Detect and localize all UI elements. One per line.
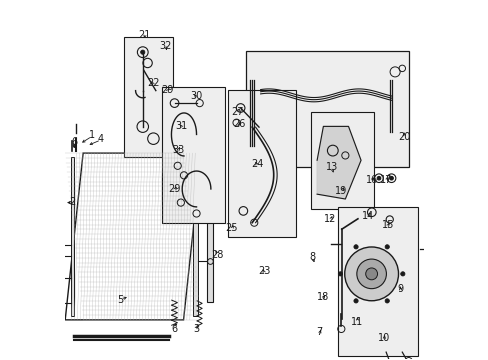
Bar xyxy=(310,112,373,209)
Bar xyxy=(70,157,74,316)
Text: 13: 13 xyxy=(325,162,338,172)
Circle shape xyxy=(384,299,388,303)
Text: 3: 3 xyxy=(193,324,199,334)
Text: 11: 11 xyxy=(350,317,363,327)
Text: 29: 29 xyxy=(168,184,181,194)
Text: 15: 15 xyxy=(381,220,393,230)
Polygon shape xyxy=(65,153,201,320)
Text: 31: 31 xyxy=(175,121,187,131)
Text: 23: 23 xyxy=(258,266,270,276)
Bar xyxy=(246,51,408,167)
Bar xyxy=(192,157,198,316)
Text: 7: 7 xyxy=(316,327,322,337)
Text: 16: 16 xyxy=(365,175,377,185)
Bar xyxy=(124,37,172,157)
Text: 1: 1 xyxy=(89,130,95,140)
Text: 24: 24 xyxy=(250,159,263,169)
Circle shape xyxy=(141,50,144,54)
Text: 28: 28 xyxy=(211,250,224,260)
Circle shape xyxy=(365,268,377,280)
Bar xyxy=(228,90,296,237)
Text: 22: 22 xyxy=(146,78,159,88)
Text: 20: 20 xyxy=(397,132,409,142)
Text: 10: 10 xyxy=(377,333,390,343)
Circle shape xyxy=(376,176,380,180)
Circle shape xyxy=(344,247,398,301)
Bar xyxy=(206,219,213,302)
Text: 18: 18 xyxy=(317,292,329,302)
Polygon shape xyxy=(317,126,360,199)
Text: 17: 17 xyxy=(379,175,391,185)
Text: 9: 9 xyxy=(397,284,403,294)
Text: 6: 6 xyxy=(171,324,177,334)
Text: 8: 8 xyxy=(309,252,315,262)
Text: 6: 6 xyxy=(71,138,77,147)
Circle shape xyxy=(356,259,386,289)
Text: 27: 27 xyxy=(231,107,243,117)
Circle shape xyxy=(338,272,342,276)
Text: 5: 5 xyxy=(118,295,123,305)
Text: 21: 21 xyxy=(138,30,151,40)
Circle shape xyxy=(353,299,357,303)
Circle shape xyxy=(389,176,392,180)
Circle shape xyxy=(400,272,404,276)
Text: 33: 33 xyxy=(172,144,184,154)
Circle shape xyxy=(353,245,357,249)
Text: 12: 12 xyxy=(324,215,336,224)
Bar xyxy=(162,87,224,223)
Text: 14: 14 xyxy=(361,211,374,221)
Text: 4: 4 xyxy=(98,134,104,144)
Text: 32: 32 xyxy=(159,41,171,50)
Circle shape xyxy=(384,245,388,249)
Text: 19: 19 xyxy=(334,186,347,196)
Bar xyxy=(337,207,418,356)
Text: 2: 2 xyxy=(69,197,75,207)
Text: 26: 26 xyxy=(232,120,245,129)
Text: 25: 25 xyxy=(225,224,238,233)
Text: 29: 29 xyxy=(161,85,173,95)
Text: 30: 30 xyxy=(189,91,202,101)
